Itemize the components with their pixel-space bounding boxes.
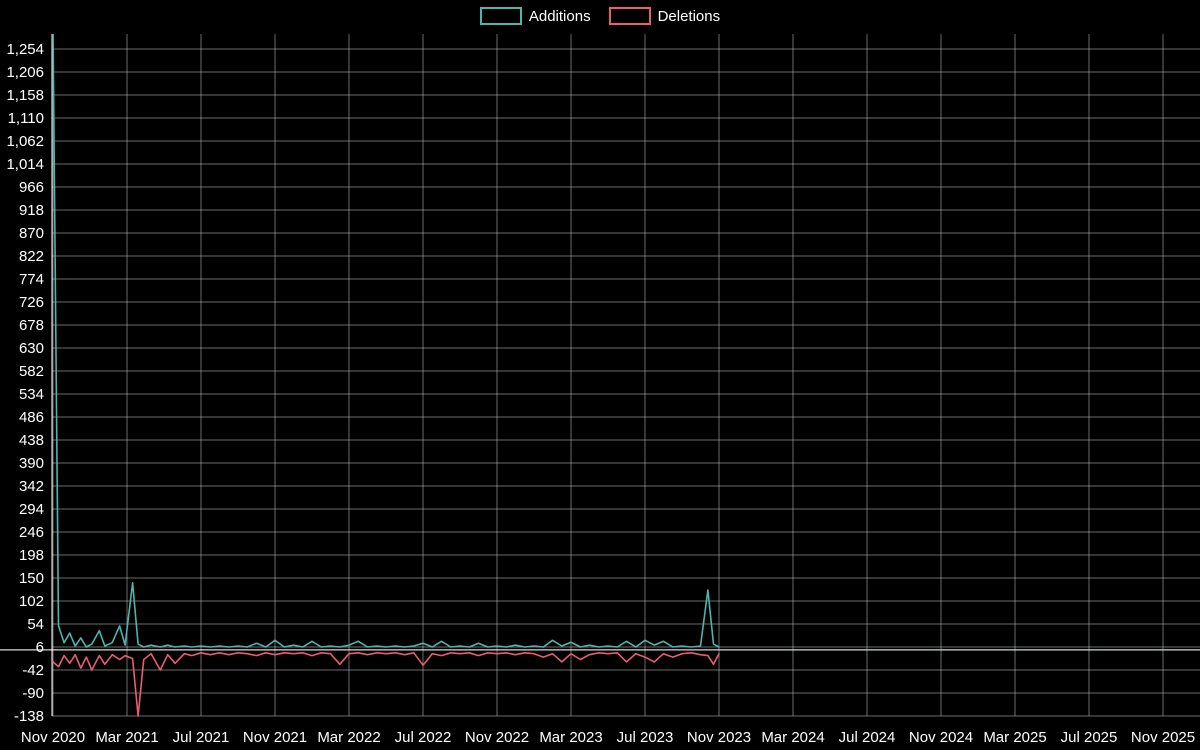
- y-tick-label: 198: [19, 547, 44, 564]
- legend-item-additions[interactable]: Additions: [479, 7, 591, 25]
- y-tick-label: 966: [19, 179, 44, 196]
- y-tick-label: 1,110: [8, 110, 44, 127]
- y-tick-label: 390: [19, 455, 44, 472]
- legend-label-additions: Additions: [528, 7, 591, 25]
- y-tick-label: 1,158: [6, 87, 44, 104]
- additions-line: [52, 34, 720, 648]
- x-tick-label: Mar 2023: [539, 729, 602, 746]
- y-tick-label: 102: [19, 593, 44, 610]
- x-tick-label: Nov 2023: [687, 729, 751, 746]
- y-tick-label: 1,206: [6, 64, 44, 81]
- y-tick-label: -42: [22, 662, 44, 679]
- y-tick-label: 438: [19, 432, 44, 449]
- y-tick-label: 870: [19, 225, 44, 242]
- y-tick-label: 678: [19, 317, 44, 334]
- x-tick-label: Jul 2025: [1061, 729, 1118, 746]
- y-tick-label: -90: [22, 685, 44, 702]
- y-tick-label: 822: [19, 248, 44, 265]
- y-tick-label: 774: [19, 271, 44, 288]
- x-tick-label: Jul 2021: [173, 729, 230, 746]
- y-tick-label: 534: [19, 386, 44, 403]
- legend-item-deletions[interactable]: Deletions: [608, 7, 721, 25]
- y-tick-label: 1,062: [6, 133, 44, 150]
- x-tick-label: Nov 2020: [21, 729, 85, 746]
- x-tick-label: Mar 2022: [317, 729, 380, 746]
- additions-swatch-icon: [479, 7, 522, 25]
- x-tick-label: Jul 2023: [617, 729, 674, 746]
- x-tick-label: Nov 2022: [465, 729, 529, 746]
- y-tick-label: 150: [19, 570, 44, 587]
- chart-legend: Additions Deletions: [0, 7, 1200, 25]
- x-tick-label: Jul 2022: [395, 729, 452, 746]
- x-tick-label: Mar 2021: [95, 729, 158, 746]
- y-tick-label: -138: [14, 708, 44, 725]
- x-tick-label: Nov 2024: [909, 729, 973, 746]
- x-tick-label: Nov 2021: [243, 729, 307, 746]
- x-tick-label: Mar 2024: [761, 729, 824, 746]
- y-tick-label: 246: [19, 524, 44, 541]
- y-tick-label: 726: [19, 294, 44, 311]
- y-tick-label: 918: [19, 202, 44, 219]
- x-tick-label: Nov 2025: [1131, 729, 1195, 746]
- x-tick-label: Mar 2025: [983, 729, 1046, 746]
- y-tick-label: 582: [19, 363, 44, 380]
- y-tick-label: 294: [19, 501, 44, 518]
- y-tick-label: 6: [36, 639, 44, 656]
- legend-label-deletions: Deletions: [657, 7, 721, 25]
- y-tick-label: 54: [27, 616, 44, 633]
- deletions-swatch-icon: [608, 7, 651, 25]
- y-tick-label: 486: [19, 409, 44, 426]
- y-tick-label: 342: [19, 478, 44, 495]
- y-tick-label: 1,014: [6, 156, 44, 173]
- deletions-line: [52, 652, 720, 717]
- y-tick-label: 1,254: [6, 41, 44, 58]
- y-tick-label: 630: [19, 340, 44, 357]
- x-tick-label: Jul 2024: [839, 729, 896, 746]
